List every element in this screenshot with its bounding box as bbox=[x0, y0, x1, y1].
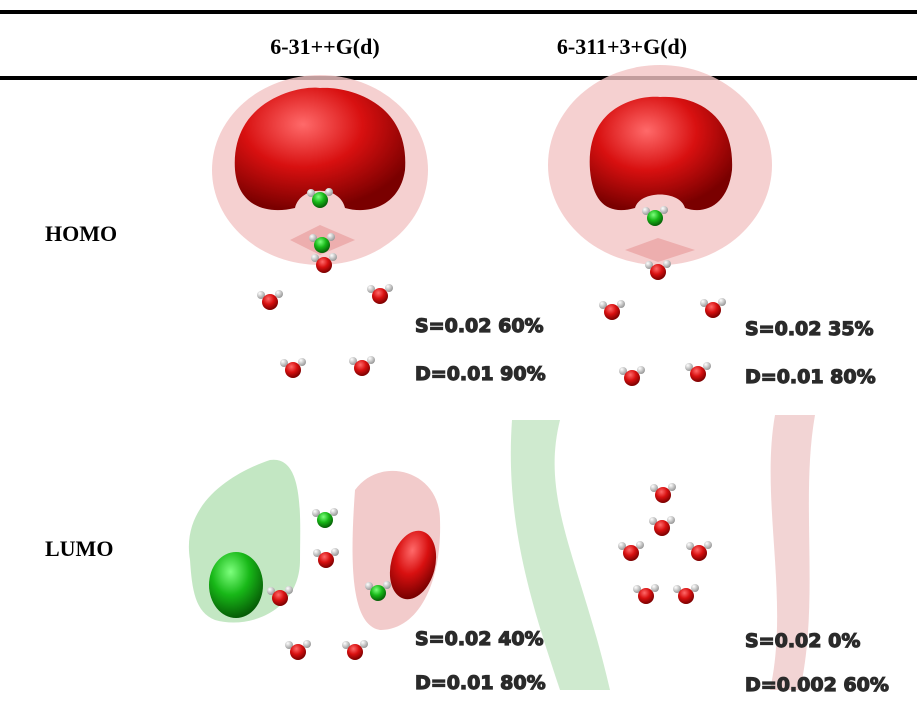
hydrogen bbox=[691, 584, 699, 592]
hydrogen bbox=[329, 253, 337, 261]
row-label: HOMO bbox=[45, 221, 117, 246]
column-header: 6-31++G(d) bbox=[270, 34, 379, 59]
oxygen bbox=[314, 237, 330, 253]
hydrogen bbox=[327, 233, 335, 241]
hydrogen bbox=[330, 508, 338, 516]
hydrogen bbox=[360, 640, 368, 648]
oxygen bbox=[647, 210, 663, 226]
annotation: S=0.02 60% bbox=[415, 315, 544, 337]
oxygen bbox=[316, 257, 332, 273]
hydrogen bbox=[303, 640, 311, 648]
oxygen bbox=[262, 294, 278, 310]
oxygen bbox=[691, 545, 707, 561]
oxygen bbox=[655, 487, 671, 503]
annotation: D=0.01 80% bbox=[745, 366, 876, 388]
hydrogen bbox=[667, 516, 675, 524]
orbital-image bbox=[189, 460, 443, 630]
oxygen bbox=[638, 588, 654, 604]
hydrogen bbox=[704, 541, 712, 549]
oxygen bbox=[312, 192, 328, 208]
oxygen bbox=[623, 545, 639, 561]
hydrogen bbox=[668, 483, 676, 491]
row-label: LUMO bbox=[45, 536, 113, 561]
oxygen bbox=[678, 588, 694, 604]
annotation: S=0.02 40% bbox=[415, 628, 544, 650]
oxygen bbox=[318, 552, 334, 568]
oxygen bbox=[347, 644, 363, 660]
hydrogen bbox=[660, 206, 668, 214]
hydrogen bbox=[285, 586, 293, 594]
annotation: D=0.01 80% bbox=[415, 672, 546, 694]
hydrogen bbox=[383, 581, 391, 589]
column-header: 6-311+3+G(d) bbox=[557, 34, 687, 59]
annotation: D=0.01 90% bbox=[415, 363, 546, 385]
oxygen bbox=[604, 304, 620, 320]
figure: 6-31++G(d) 6-311+3+G(d) HOMO LUMO S=0.02… bbox=[0, 0, 917, 702]
oxygen bbox=[290, 644, 306, 660]
hydrogen bbox=[637, 366, 645, 374]
hydrogen bbox=[663, 260, 671, 268]
hydrogen bbox=[703, 362, 711, 370]
annotation: S=0.02 0% bbox=[745, 630, 860, 652]
oxygen bbox=[690, 366, 706, 382]
oxygen bbox=[317, 512, 333, 528]
annotation: S=0.02 35% bbox=[745, 318, 874, 340]
orbital-image bbox=[212, 75, 428, 265]
hydrogen bbox=[636, 541, 644, 549]
oxygen bbox=[654, 520, 670, 536]
hydrogen bbox=[298, 358, 306, 366]
hydrogen bbox=[651, 584, 659, 592]
hydrogen bbox=[367, 356, 375, 364]
oxygen bbox=[354, 360, 370, 376]
hydrogen bbox=[718, 298, 726, 306]
hydrogen bbox=[331, 548, 339, 556]
hydrogen bbox=[385, 284, 393, 292]
oxygen bbox=[705, 302, 721, 318]
hydrogen bbox=[275, 290, 283, 298]
oxygen bbox=[272, 590, 288, 606]
oxygen bbox=[650, 264, 666, 280]
oxygen bbox=[370, 585, 386, 601]
annotation: D=0.002 60% bbox=[745, 674, 889, 696]
hydrogen bbox=[617, 300, 625, 308]
oxygen bbox=[624, 370, 640, 386]
oxygen bbox=[285, 362, 301, 378]
oxygen bbox=[372, 288, 388, 304]
orbital-image bbox=[548, 65, 772, 265]
hydrogen bbox=[325, 188, 333, 196]
